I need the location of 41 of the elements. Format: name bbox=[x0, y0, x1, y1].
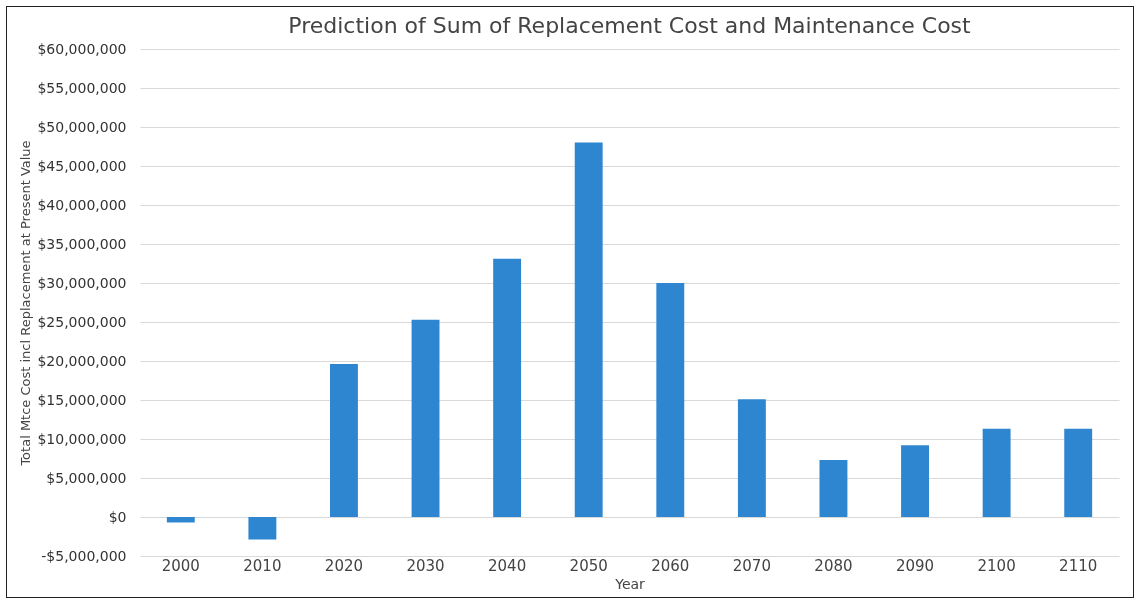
bar bbox=[411, 319, 440, 517]
y-tick-label: $5,000,000 bbox=[46, 469, 127, 486]
x-tick-label: 2070 bbox=[732, 556, 771, 575]
bar bbox=[819, 460, 848, 517]
y-tick-label: $60,000,000 bbox=[37, 40, 127, 57]
bar bbox=[330, 364, 358, 517]
x-tick-label: 2020 bbox=[324, 556, 364, 575]
y-tick-label: $55,000,000 bbox=[37, 79, 127, 96]
bar bbox=[493, 258, 522, 517]
x-tick-label: 2060 bbox=[651, 556, 690, 575]
bar bbox=[737, 399, 766, 517]
y-tick-label: $30,000,000 bbox=[37, 274, 127, 291]
x-tick-label: 2050 bbox=[569, 556, 608, 575]
y-tick-label: $15,000,000 bbox=[37, 391, 127, 408]
x-tick-label: 2040 bbox=[488, 556, 527, 575]
bar bbox=[1064, 428, 1093, 517]
x-tick-label: 2010 bbox=[243, 556, 282, 575]
y-tick-label: $25,000,000 bbox=[37, 313, 127, 330]
x-axis-title: Year bbox=[614, 575, 646, 592]
y-tick-label: $50,000,000 bbox=[37, 118, 127, 135]
x-tick-label: 2030 bbox=[406, 556, 445, 575]
x-tick-label: 2100 bbox=[977, 556, 1016, 575]
x-tick-label: 2000 bbox=[161, 556, 200, 575]
x-tick-label: 2090 bbox=[895, 556, 935, 575]
bar bbox=[656, 283, 685, 517]
x-tick-label: 2110 bbox=[1059, 556, 1098, 575]
y-tick-label: $45,000,000 bbox=[37, 157, 127, 174]
x-tick-label: 2080 bbox=[814, 556, 853, 575]
bar bbox=[248, 517, 277, 540]
y-axis-title: Total Mtce Cost incl Replacement at Present Value bbox=[18, 140, 34, 467]
bar bbox=[901, 445, 929, 517]
chart-title: Prediction of Sum of Replacement Cost and Maintenance Cost bbox=[288, 13, 972, 38]
y-tick-label: $10,000,000 bbox=[37, 430, 127, 447]
bar bbox=[166, 517, 195, 523]
y-tick-label: $35,000,000 bbox=[37, 235, 127, 252]
y-tick-label: -$5,000,000 bbox=[41, 547, 127, 564]
y-tick-label: $40,000,000 bbox=[37, 196, 127, 213]
y-tick-label: $0 bbox=[108, 508, 127, 525]
y-tick-label: $20,000,000 bbox=[37, 352, 127, 369]
bar bbox=[982, 428, 1011, 517]
bar bbox=[574, 142, 603, 517]
